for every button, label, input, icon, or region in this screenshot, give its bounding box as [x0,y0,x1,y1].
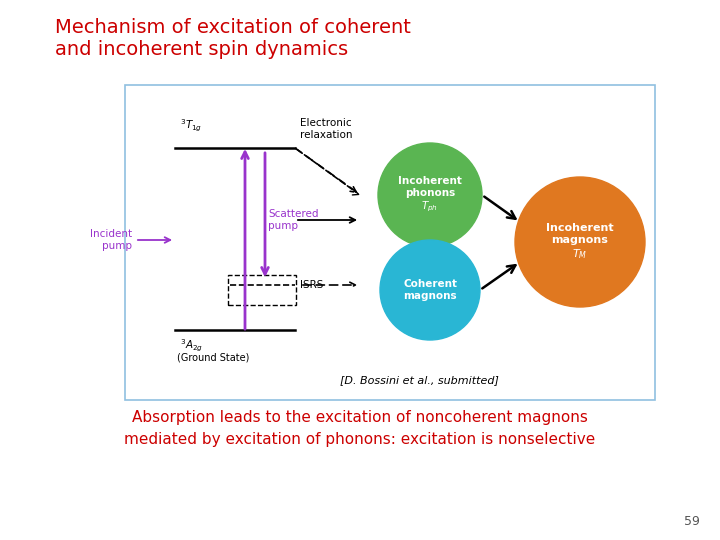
Text: $^3T_{1g}$: $^3T_{1g}$ [180,118,202,134]
Text: Mechanism of excitation of coherent: Mechanism of excitation of coherent [55,18,411,37]
Circle shape [515,177,645,307]
Text: Absorption leads to the excitation of noncoherent magnons: Absorption leads to the excitation of no… [132,410,588,425]
Text: Incoherent
phonons
$T_{ph}$: Incoherent phonons $T_{ph}$ [398,176,462,214]
Text: Coherent
magnons: Coherent magnons [403,279,457,301]
Text: [D. Bossini et al., submitted]: [D. Bossini et al., submitted] [340,375,499,385]
Text: Scattered
pump: Scattered pump [268,209,318,231]
Bar [125,85,655,400]
Text: Incident
pump: Incident pump [90,229,132,251]
Text: Electronic
relaxation: Electronic relaxation [300,118,353,140]
Text: (Ground State): (Ground State) [177,352,249,362]
Text: 59: 59 [684,515,700,528]
Circle shape [378,143,482,247]
Text: ISRS: ISRS [300,280,323,290]
Bar [228,275,296,305]
Text: mediated by excitation of phonons: excitation is nonselective: mediated by excitation of phonons: excit… [125,432,595,447]
Text: and incoherent spin dynamics: and incoherent spin dynamics [55,40,348,59]
Circle shape [380,240,480,340]
Text: Incoherent
magnons
$T_M$: Incoherent magnons $T_M$ [546,223,614,261]
Text: $^3A_{2g}$: $^3A_{2g}$ [180,338,203,354]
